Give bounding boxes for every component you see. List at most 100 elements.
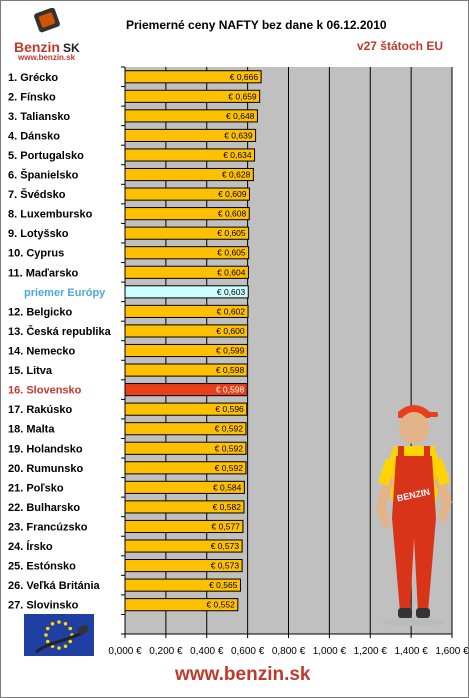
bar-value-label: € 0,609 (218, 189, 247, 199)
bar (124, 519, 244, 534)
x-tick-label: 0,600 € (231, 646, 265, 657)
bar (124, 402, 248, 416)
bar (124, 265, 249, 279)
bar (124, 461, 247, 475)
x-tick-label: 0,400 € (190, 646, 224, 657)
category-label: 9. Lotyšsko (8, 228, 69, 240)
mechanic-figure: BENZIN (376, 405, 452, 626)
category-label: 16. Slovensko (8, 385, 82, 397)
chart-subtitle: v27 štátoch EU (356, 39, 443, 53)
category-label: 27. Slovinsko (8, 600, 79, 612)
bar (124, 70, 262, 84)
fuel-nozzle-icon (34, 8, 60, 33)
x-tick-label: 0,800 € (272, 646, 306, 657)
category-label: 25. Estónsko (8, 561, 76, 573)
bar (124, 598, 239, 612)
bar-value-label: € 0,639 (224, 130, 253, 140)
bar-value-label: € 0,552 (206, 600, 235, 610)
bar-value-label: € 0,573 (211, 561, 240, 571)
bar-value-label: € 0,598 (216, 385, 245, 395)
category-label: 24. Írsko (8, 540, 53, 553)
bar-value-label: € 0,666 (230, 72, 259, 82)
bar (124, 187, 250, 201)
category-label: 6. Španielsko (8, 169, 79, 182)
benzin-logo: Benzin SK (14, 8, 80, 55)
bar (124, 246, 250, 260)
category-label: 22. Bulharsko (8, 502, 80, 514)
bar (124, 383, 248, 397)
category-label: 7. Švédsko (8, 188, 66, 201)
bar (124, 304, 249, 318)
category-label: 3. Taliansko (8, 111, 70, 123)
eu-flag-icon (24, 614, 94, 656)
bar (124, 324, 249, 338)
bar-value-label: € 0,565 (209, 580, 238, 590)
bar (124, 226, 250, 240)
bar (124, 363, 248, 377)
bar-value-label: € 0,600 (216, 326, 245, 336)
bar-value-label: € 0,605 (217, 228, 246, 238)
category-label: 10. Cyprus (8, 248, 64, 260)
bar (124, 422, 247, 436)
x-tick-label: 1,200 € (354, 646, 388, 657)
footer-url: www.benzin.sk (175, 664, 311, 685)
category-label: 1. Grécko (8, 72, 58, 84)
category-label: 21. Poľsko (8, 482, 64, 494)
bar-value-label: € 0,603 (217, 287, 246, 297)
x-tick-label: 0,200 € (149, 646, 183, 657)
logo-suffix: SK (63, 41, 80, 55)
category-label: 2. Fínsko (8, 91, 56, 103)
bar-value-label: € 0,602 (217, 306, 246, 316)
bar-value-label: € 0,605 (217, 248, 246, 258)
bar (124, 148, 256, 162)
bar-value-label: € 0,592 (215, 463, 244, 473)
bar-value-label: € 0,596 (215, 404, 244, 414)
category-label: 23. Francúzsko (8, 521, 88, 533)
category-label: 20. Rumunsko (8, 463, 83, 475)
bar (124, 109, 258, 123)
category-label: 11. Maďarsko (8, 267, 79, 279)
category-label: 12. Belgicko (8, 306, 72, 318)
bar (124, 441, 247, 455)
bar-value-label: € 0,599 (216, 346, 245, 356)
category-label: 4. Dánsko (8, 130, 60, 142)
x-tick-label: 1,400 € (394, 646, 428, 657)
bar-value-label: € 0,577 (212, 521, 241, 531)
bar-value-label: € 0,592 (215, 443, 244, 453)
category-label: 18. Malta (8, 424, 55, 436)
logo-url: www.benzin.sk (18, 53, 76, 62)
x-tick-label: 0,000 € (108, 646, 142, 657)
bar-value-label: € 0,634 (223, 150, 252, 160)
bar (124, 207, 250, 221)
category-label: 5. Portugalsko (8, 150, 84, 162)
bar-value-label: € 0,648 (226, 111, 255, 121)
bar (124, 559, 243, 573)
category-label: priemer Európy (24, 287, 106, 299)
category-label: 8. Luxembursko (8, 209, 93, 221)
category-label: 14. Nemecko (8, 346, 76, 358)
category-label: 15. Litva (8, 365, 53, 377)
bar (124, 500, 245, 514)
bar-value-label: € 0,598 (216, 365, 245, 375)
category-label: 26. Veľká Británia (8, 580, 101, 592)
bar-value-label: € 0,659 (228, 91, 257, 101)
bar (124, 167, 254, 182)
logo-text: Benzin (14, 39, 60, 55)
bar-value-label: € 0,582 (213, 502, 242, 512)
bar (124, 480, 245, 494)
bar-value-label: € 0,584 (213, 482, 242, 492)
bar-value-label: € 0,628 (222, 170, 251, 180)
bar (124, 89, 261, 103)
chart-title: Priemerné ceny NAFTY bez dane k 06.12.20… (126, 18, 387, 32)
category-label: 17. Rakúsko (8, 404, 72, 416)
bar (124, 128, 257, 142)
bar-value-label: € 0,604 (217, 267, 246, 277)
bar (124, 343, 248, 358)
bar (124, 578, 241, 592)
bar-value-label: € 0,592 (215, 424, 244, 434)
x-tick-label: 1,600 € (435, 646, 469, 657)
bar (124, 539, 243, 553)
bar-value-label: € 0,608 (218, 209, 247, 219)
bar (124, 285, 249, 299)
